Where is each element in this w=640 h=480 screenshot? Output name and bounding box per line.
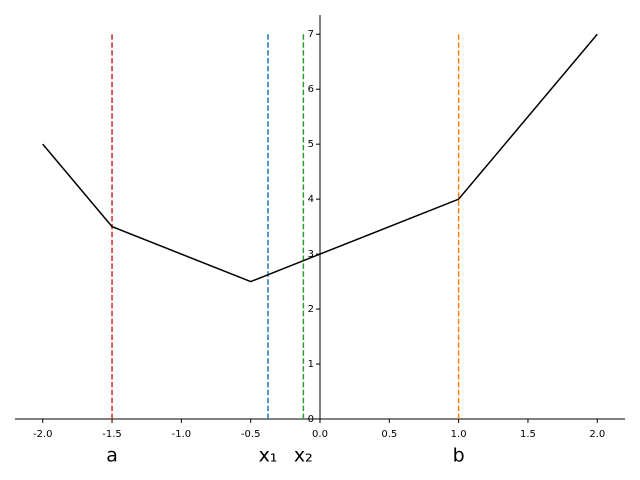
x-tick-label: 1.0 — [451, 429, 467, 440]
x-tick-label: 2.0 — [589, 429, 605, 440]
x-tick-label: -1.0 — [172, 429, 192, 440]
y-tick-label: 0 — [308, 414, 314, 425]
y-tick-label: 3 — [308, 249, 314, 260]
y-tick-label: 6 — [308, 84, 314, 95]
y-tick-label: 7 — [308, 29, 314, 40]
vertical-line-label: x₂ — [294, 445, 313, 467]
y-tick-label: 2 — [308, 304, 314, 315]
x-tick-label: -2.0 — [33, 429, 53, 440]
y-tick-label: 4 — [308, 194, 314, 205]
vertical-line-label: x₁ — [259, 445, 278, 467]
x-tick-label: -1.5 — [102, 429, 122, 440]
y-tick-label: 5 — [308, 139, 314, 150]
x-tick-label: 0.0 — [312, 429, 328, 440]
vertical-line-label: a — [106, 445, 118, 467]
data-line — [42, 33, 598, 283]
vertical-line-label: b — [453, 445, 465, 467]
y-tick-label: 1 — [308, 359, 314, 370]
x-tick-label: 1.5 — [520, 429, 536, 440]
x-tick-label: -0.5 — [241, 429, 261, 440]
x-tick-label: 0.5 — [381, 429, 397, 440]
